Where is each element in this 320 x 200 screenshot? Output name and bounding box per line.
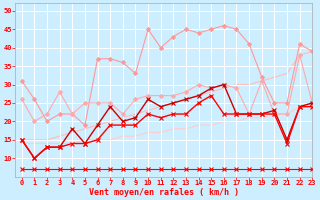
X-axis label: Vent moyen/en rafales ( km/h ): Vent moyen/en rafales ( km/h ) [89, 188, 239, 197]
